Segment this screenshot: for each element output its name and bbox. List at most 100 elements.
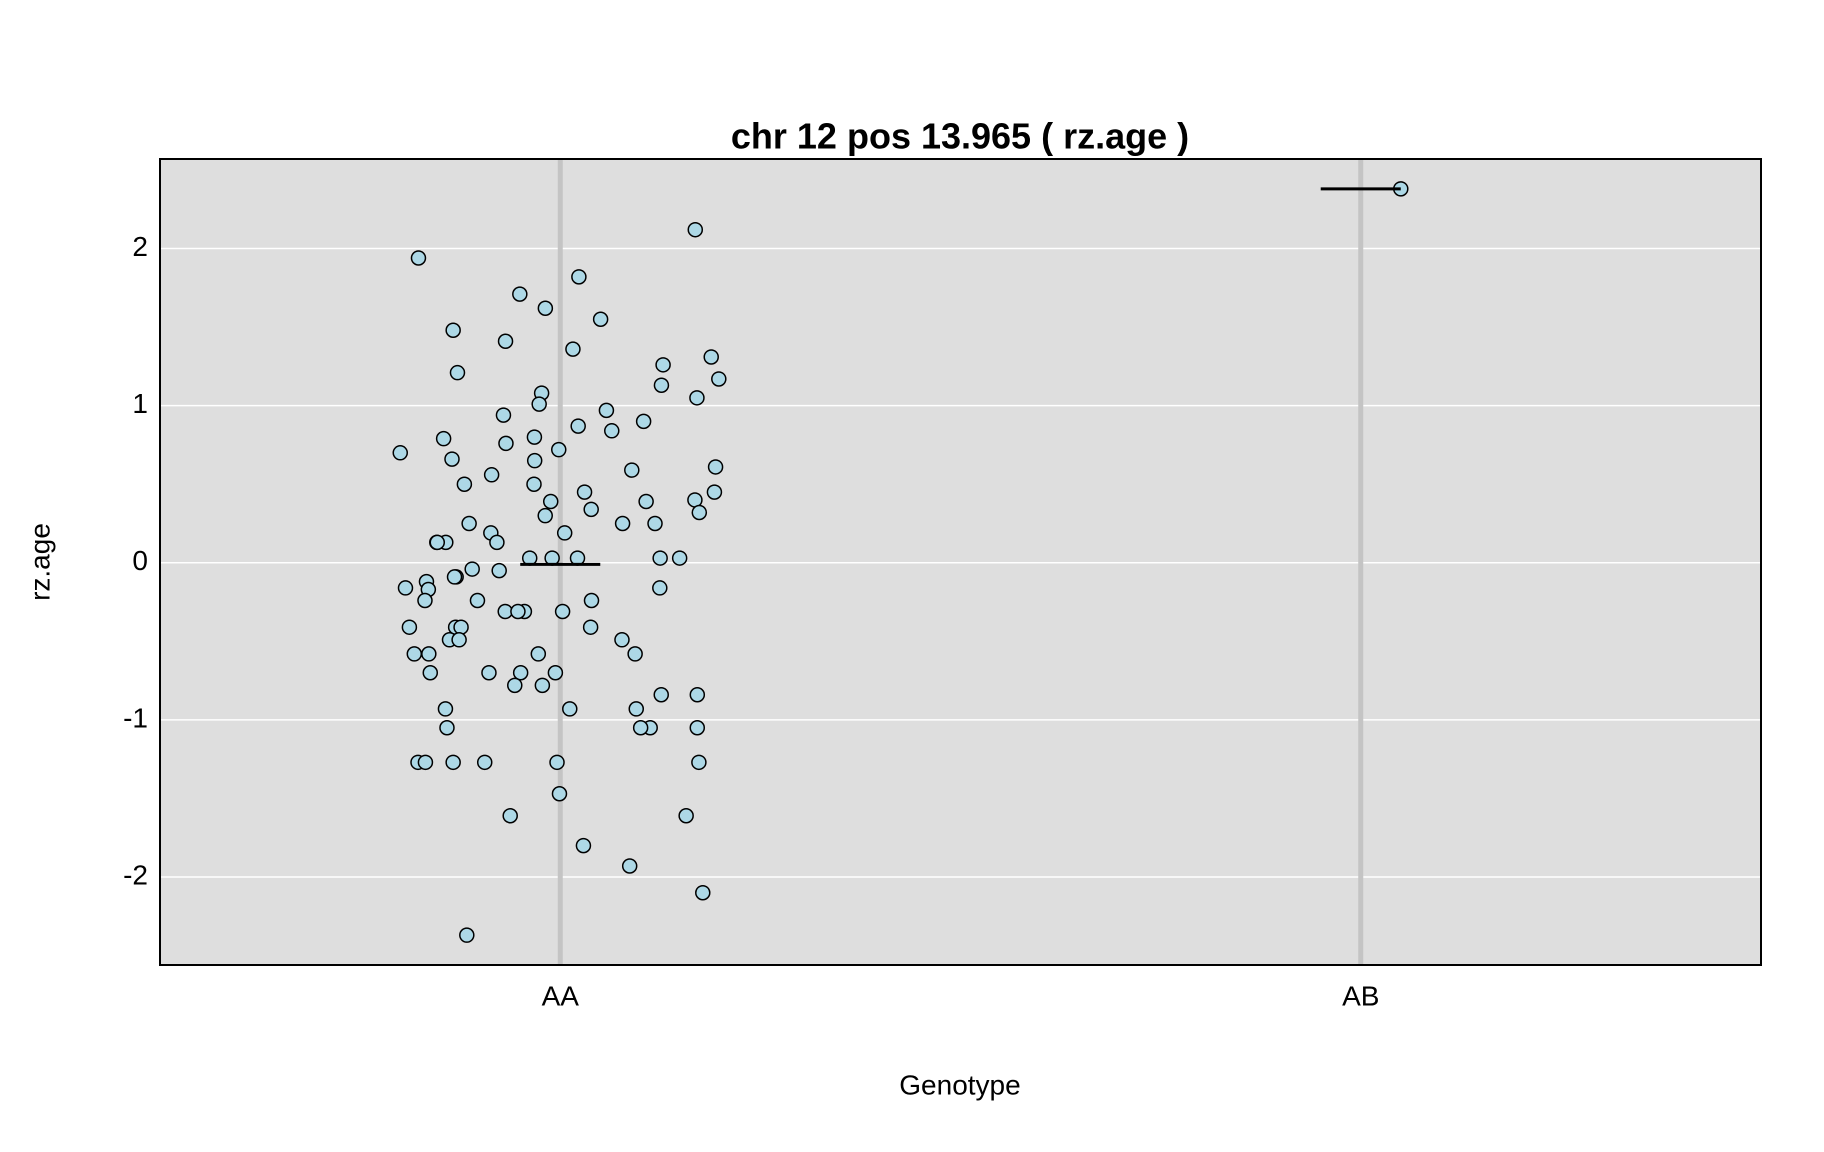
point (554, 603, 571, 620)
point (526, 452, 543, 469)
point (570, 418, 586, 434)
point (691, 754, 707, 771)
point (598, 402, 615, 419)
point (678, 807, 694, 824)
point (565, 341, 581, 357)
point (652, 580, 668, 596)
point (635, 413, 652, 430)
point (638, 493, 654, 510)
point (531, 396, 547, 412)
point (576, 484, 593, 500)
point (437, 701, 454, 717)
point (583, 501, 599, 518)
point (429, 534, 446, 551)
y-tick-label: 1 (132, 388, 148, 419)
y-tick-label: 0 (132, 545, 148, 576)
point (476, 754, 493, 771)
point (549, 754, 565, 771)
point (575, 837, 592, 854)
point (417, 592, 433, 609)
point (422, 665, 439, 681)
point (439, 720, 455, 736)
point (614, 632, 630, 648)
point (537, 507, 553, 524)
point (507, 677, 523, 694)
point (526, 476, 542, 492)
point (453, 619, 469, 635)
x-tick-label: AB (1342, 980, 1379, 1011)
point (621, 858, 638, 874)
point (459, 927, 475, 943)
point (401, 619, 418, 635)
point (421, 646, 437, 662)
y-axis-label: rz.age (24, 523, 55, 601)
point (512, 286, 528, 302)
point (689, 687, 706, 703)
point (397, 580, 414, 596)
point (446, 569, 463, 585)
point (562, 701, 578, 717)
point (571, 269, 587, 285)
plot-background (160, 159, 1761, 965)
point (547, 665, 564, 681)
point (551, 785, 568, 802)
point (653, 687, 669, 703)
point (483, 467, 500, 483)
point (417, 754, 434, 771)
point (445, 754, 461, 771)
point (689, 390, 705, 406)
y-tick-label: -1 (123, 702, 148, 733)
point (451, 632, 467, 648)
point (512, 665, 529, 681)
point (695, 884, 711, 901)
point (653, 377, 670, 393)
point (556, 525, 573, 541)
x-tick-label: AA (542, 980, 580, 1011)
point (551, 441, 567, 458)
point (526, 429, 543, 445)
plot-frame (159, 158, 1762, 966)
point (406, 646, 423, 662)
point (481, 665, 497, 681)
point (534, 677, 551, 694)
point (614, 515, 631, 532)
point (687, 221, 704, 238)
point (498, 435, 514, 452)
point (604, 423, 620, 439)
point (435, 430, 452, 447)
chart-title: chr 12 pos 13.965 ( rz.age ) (731, 116, 1189, 157)
point (495, 407, 512, 423)
point (592, 311, 609, 328)
point (497, 333, 514, 350)
point (537, 300, 554, 317)
point (542, 493, 559, 510)
point (671, 550, 688, 566)
point (489, 534, 505, 551)
x-axis-label: Genotype (899, 1069, 1020, 1100)
point (583, 592, 600, 609)
point (491, 562, 507, 579)
point (510, 603, 526, 620)
point (632, 720, 649, 736)
point (497, 603, 513, 620)
point (530, 646, 547, 662)
point (456, 476, 473, 492)
point (461, 515, 477, 532)
point (706, 484, 723, 500)
point (444, 451, 460, 467)
y-tick-label: -2 (123, 859, 148, 890)
point (627, 646, 643, 662)
point (464, 561, 480, 577)
point (392, 445, 409, 461)
point (707, 459, 724, 475)
point (711, 371, 727, 387)
point (628, 701, 645, 717)
point (410, 250, 427, 266)
point (691, 504, 708, 521)
point (502, 807, 518, 824)
point (582, 619, 599, 635)
point (703, 349, 719, 365)
point (689, 720, 706, 736)
point (449, 364, 466, 381)
